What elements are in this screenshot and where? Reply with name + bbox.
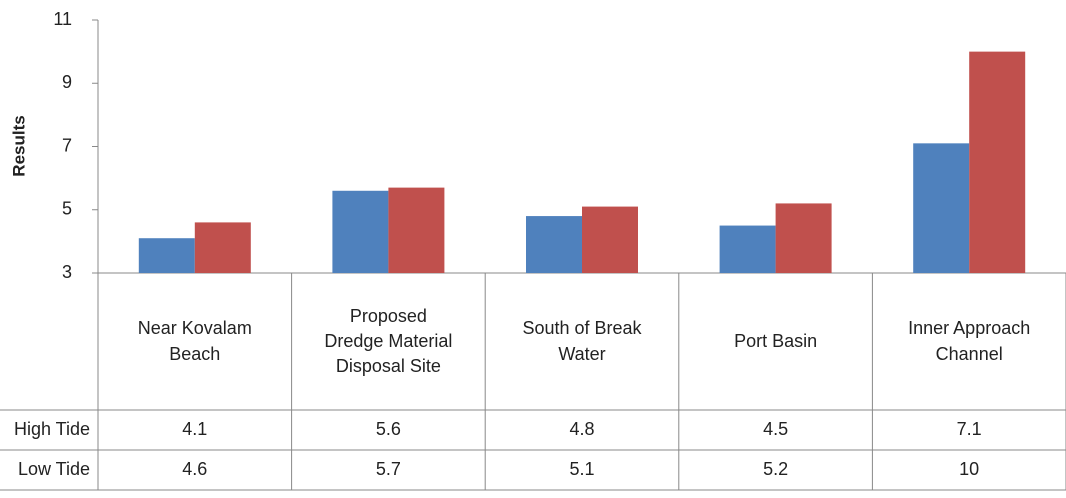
category-label: South of Break Water: [485, 273, 679, 410]
bar: [719, 225, 776, 273]
table-value: 7.1: [957, 419, 982, 439]
bar: [332, 190, 389, 273]
row-header: High Tide: [14, 419, 90, 439]
category-text: Near Kovalam Beach: [137, 318, 252, 364]
row-header: Low Tide: [18, 459, 90, 479]
bar: [388, 187, 445, 273]
y-tick-label: 9: [62, 72, 72, 92]
category-text: Inner Approach Channel: [908, 318, 1031, 364]
table-value: 5.7: [376, 459, 401, 479]
table-value: 4.6: [182, 459, 207, 479]
category-text: South of Break Water: [522, 318, 642, 364]
category-label: Proposed Dredge Material Disposal Site: [292, 273, 486, 410]
table-value: 4.8: [569, 419, 594, 439]
bar: [138, 238, 195, 273]
table-value: 10: [959, 459, 979, 479]
bar: [526, 216, 582, 273]
bar: [969, 51, 1026, 273]
category-label: Port Basin: [679, 273, 873, 410]
bar: [582, 206, 638, 273]
category-label: Inner Approach Channel: [872, 273, 1066, 410]
table-value: 5.6: [376, 419, 401, 439]
y-tick-label: 7: [62, 135, 72, 155]
y-tick-label: 3: [62, 262, 72, 282]
bar: [775, 203, 832, 273]
category-text: Proposed Dredge Material Disposal Site: [324, 305, 453, 377]
y-tick-label: 11: [53, 9, 72, 29]
category-text: Port Basin: [734, 330, 818, 351]
bar: [913, 143, 970, 273]
table-value: 4.1: [182, 419, 207, 439]
table-value: 5.2: [763, 459, 788, 479]
table-value: 4.5: [763, 419, 788, 439]
y-tick-label: 5: [62, 199, 72, 219]
category-label: Near Kovalam Beach: [98, 273, 292, 410]
bar: [194, 222, 251, 273]
table-value: 5.1: [569, 459, 594, 479]
y-axis-label: Results: [9, 115, 28, 176]
